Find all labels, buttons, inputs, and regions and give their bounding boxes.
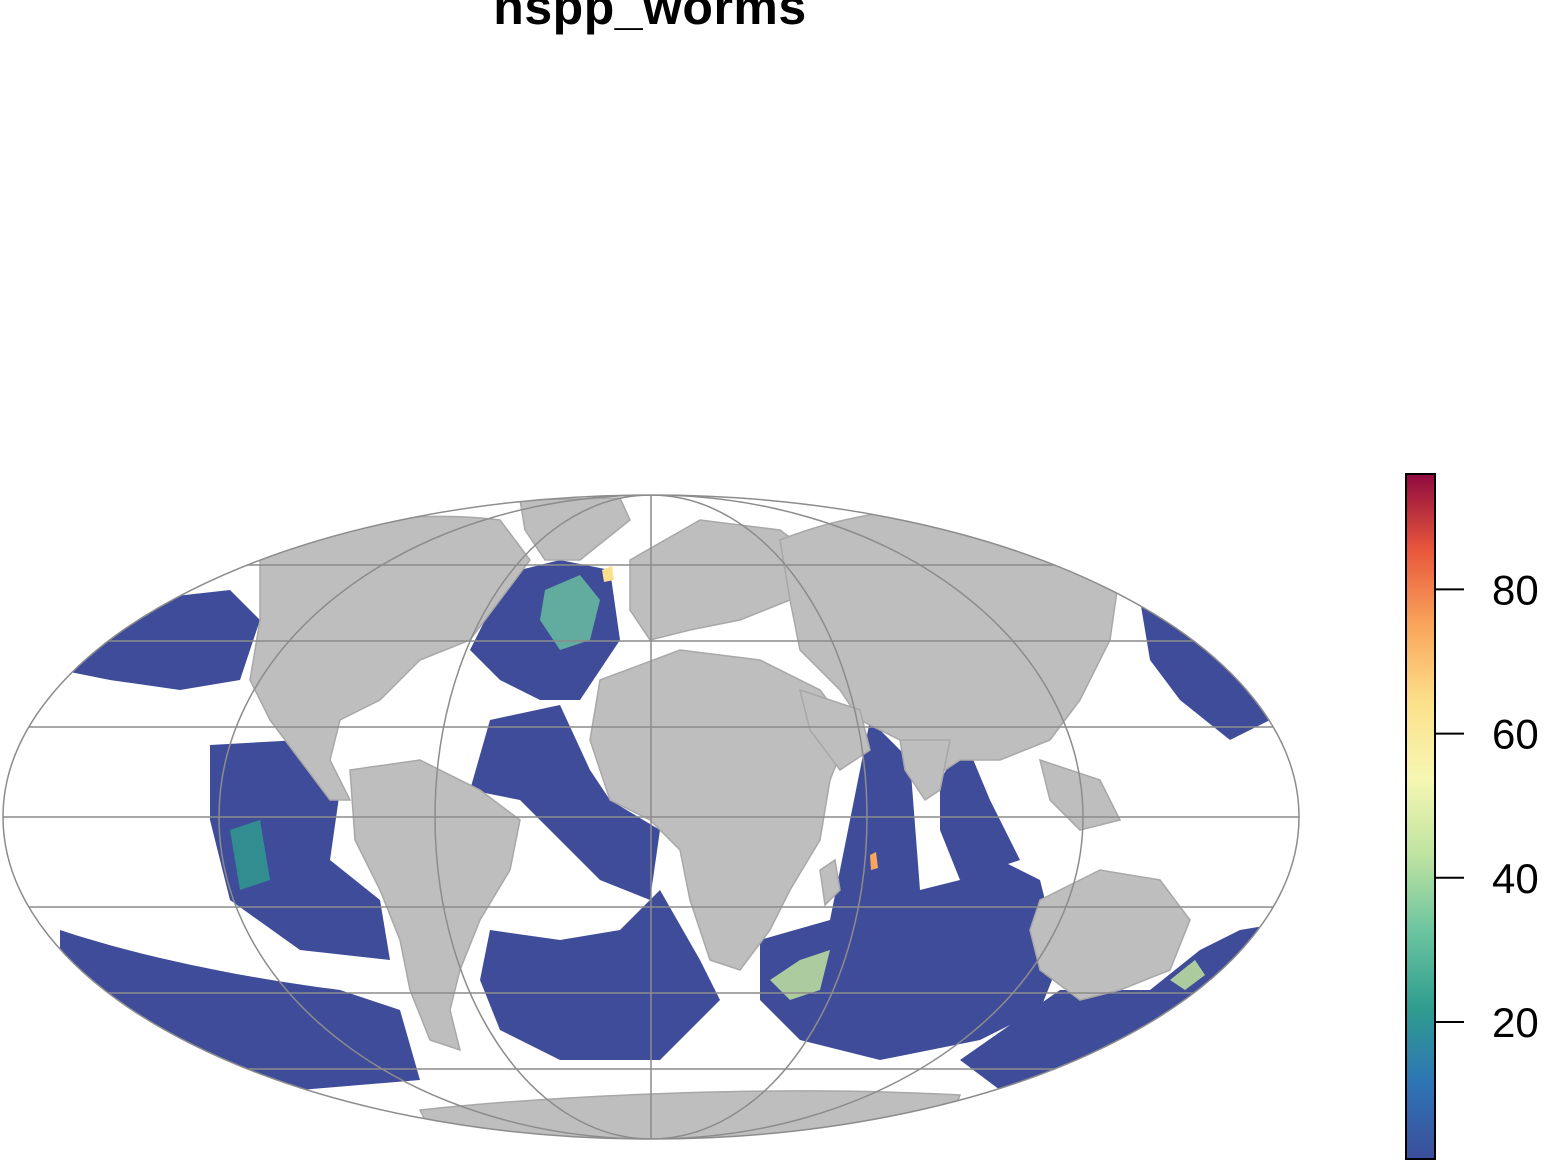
land-layer xyxy=(249,497,1191,1139)
australia-land xyxy=(1029,869,1191,1001)
east-pacific-hotspot xyxy=(230,820,270,890)
southeast-asia-land xyxy=(1038,758,1122,831)
indian-ocean-richness xyxy=(760,720,1060,1060)
africa-land xyxy=(589,649,851,971)
north-pacific-east-richness xyxy=(1140,600,1270,740)
agulhas-hotspot xyxy=(770,950,830,1000)
legend-ticks: 20 40 60 80 xyxy=(1435,566,1539,1046)
globe-outline xyxy=(2,494,1300,1140)
arabia-land xyxy=(798,688,871,772)
legend-tick-label: 40 xyxy=(1492,855,1539,902)
meridian-ellipse xyxy=(434,495,868,1139)
central-atlantic-richness xyxy=(470,705,660,900)
map-title: nspp_worms xyxy=(493,0,807,35)
north-atlantic-hotspot xyxy=(540,575,600,650)
legend-color-bar xyxy=(1405,473,1436,1160)
meridian-ellipse xyxy=(218,495,1084,1139)
madagascar-land xyxy=(819,858,841,907)
southern-ocean-richness xyxy=(960,925,1280,1090)
legend-tick-label: 20 xyxy=(1492,999,1539,1046)
south-atlantic-richness xyxy=(480,890,720,1060)
tasman-hotspot xyxy=(1170,960,1205,990)
north-sea-hotspot xyxy=(602,566,614,582)
east-pacific-richness xyxy=(210,740,390,960)
legend-tick-label: 80 xyxy=(1492,566,1539,613)
legend-tick-label: 60 xyxy=(1492,711,1539,758)
bay-of-bengal-richness xyxy=(940,740,1020,880)
madagascar-hotspot xyxy=(870,852,878,870)
india-land xyxy=(899,739,951,802)
